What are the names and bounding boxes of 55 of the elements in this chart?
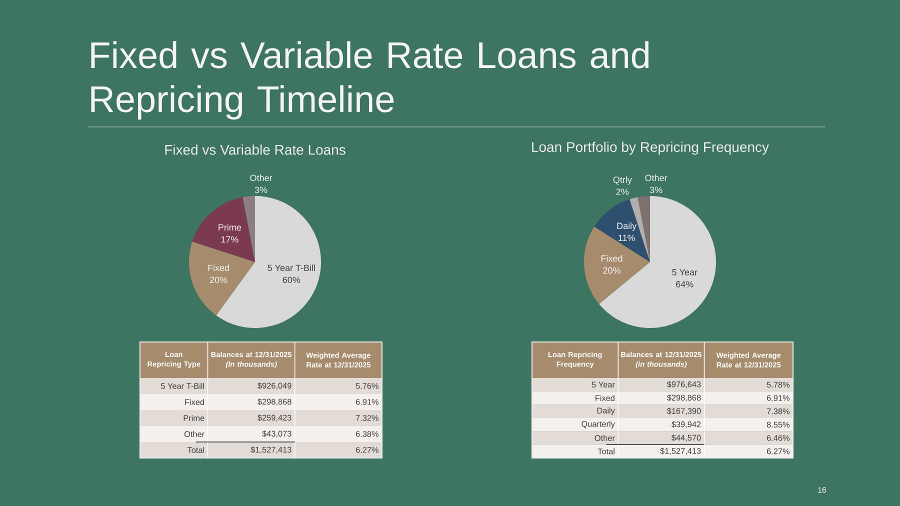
text: $976,643 <box>666 381 701 388</box>
text: 8.55% <box>766 422 790 428</box>
text: $298,868 <box>666 394 701 402</box>
text: $1,527,413 <box>250 446 292 454</box>
text: 5.76% <box>356 383 379 389</box>
text: 6.91% <box>766 395 790 401</box>
slice-label: Other <box>645 174 668 182</box>
slice-label: 5 Year <box>672 269 698 276</box>
data-label: 11% <box>618 234 635 242</box>
text: 5 Year T-Bill <box>160 382 204 389</box>
text: 5 Year <box>592 382 615 388</box>
text: 6.27% <box>356 447 379 453</box>
text: 16 <box>818 487 826 493</box>
slice-label: Daily <box>617 222 637 231</box>
text: $298,868 <box>258 398 292 406</box>
slice-label: Prime <box>218 224 242 231</box>
text: 7.32% <box>356 415 379 421</box>
data-label: 60% <box>282 276 300 284</box>
text: $39,942 <box>672 421 701 428</box>
data-label: 3% <box>650 186 662 194</box>
slice-label: Fixed <box>208 264 229 272</box>
slice-label: 5 Year T-Bill <box>268 264 315 272</box>
text: Daily <box>597 408 615 416</box>
text: Total <box>187 446 204 453</box>
text: Total <box>598 448 614 454</box>
text: Fixed vs Variable Rate Loans and Repricing Timeline <box>91 41 649 120</box>
text: Other <box>184 430 204 437</box>
data-label: 2% <box>616 188 629 195</box>
slice-label: Fixed <box>602 255 622 262</box>
text: 6.46% <box>766 435 790 441</box>
text: 7.38% <box>766 408 790 414</box>
text: 6.38% <box>356 431 379 437</box>
text: Prime <box>184 414 204 421</box>
chart-title: Fixed vs Variable Rate Loans <box>165 144 346 155</box>
text: $259,423 <box>258 414 292 422</box>
text: 5.78% <box>766 382 790 388</box>
text: $167,390 <box>666 408 701 415</box>
slice-label: Qtrly <box>613 176 632 185</box>
text: 6.27% <box>766 448 790 454</box>
text: Quarterly <box>582 420 615 428</box>
text: Fixed <box>596 394 614 401</box>
text: $926,049 <box>258 382 292 390</box>
data-label: 20% <box>210 276 228 284</box>
text: Fixed <box>185 398 204 405</box>
data-label: 20% <box>603 267 620 274</box>
text: $1,527,413 <box>660 448 701 455</box>
text: 6.91% <box>356 399 379 405</box>
text: Other <box>594 434 615 441</box>
text: $43,073 <box>262 430 292 438</box>
slice-label: Other <box>250 174 272 182</box>
data-label: 64% <box>676 281 694 288</box>
data-label: 17% <box>221 236 238 243</box>
text: $44,570 <box>672 434 701 442</box>
data-label: 3% <box>254 186 268 194</box>
chart-title: Loan Portfolio by Repricing Frequency <box>532 142 769 155</box>
